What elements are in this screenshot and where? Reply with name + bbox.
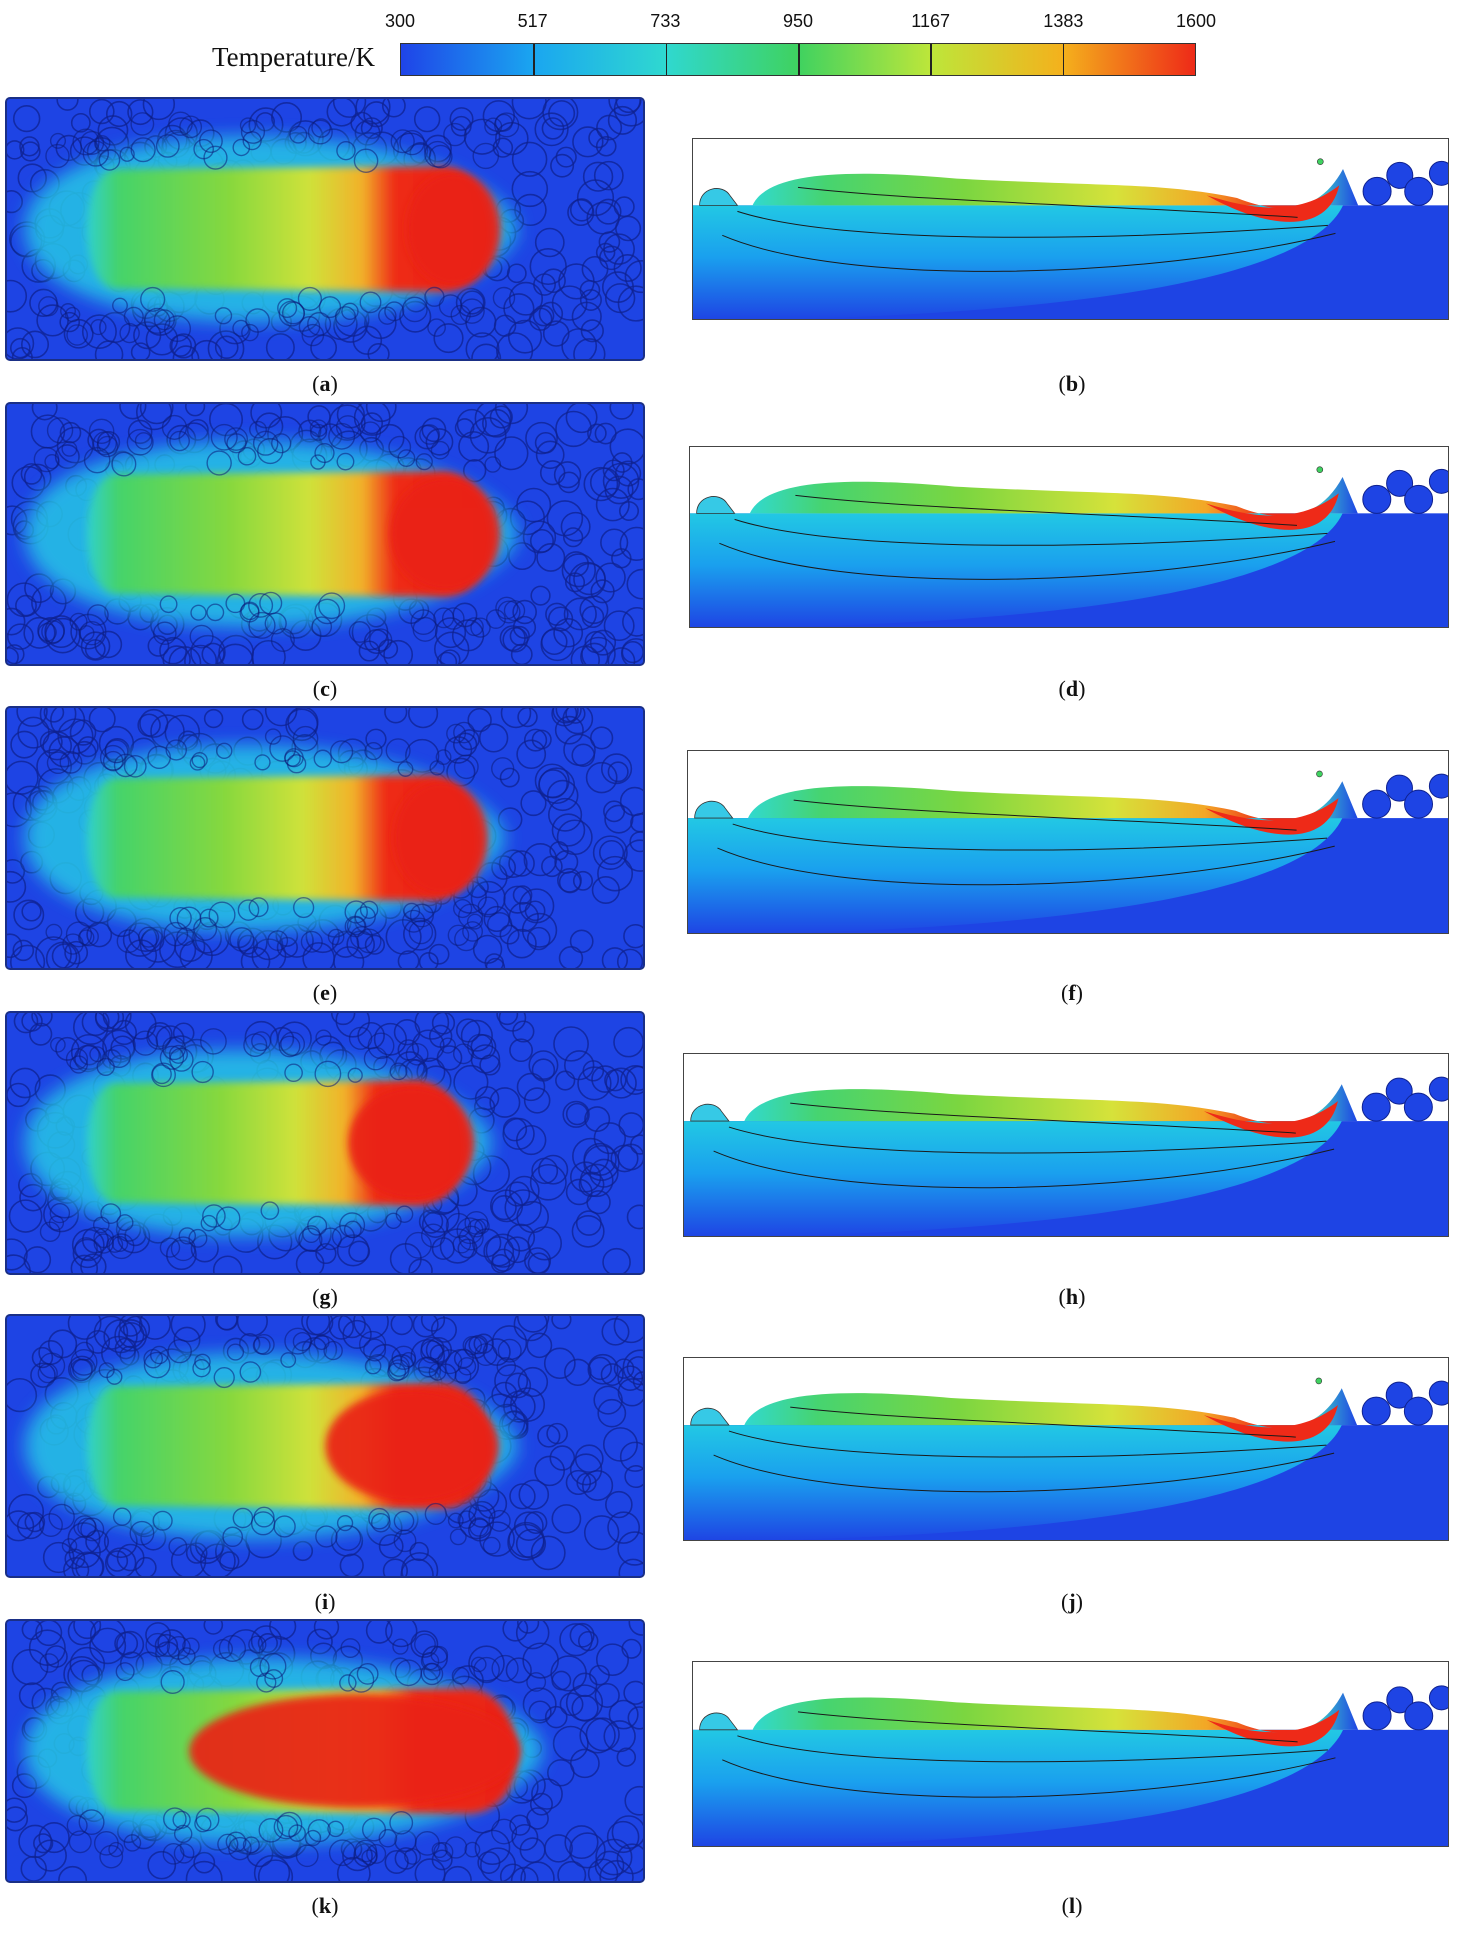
colorbar-tick <box>1062 44 1065 75</box>
colorbar-title: Temperature/K <box>212 42 376 72</box>
top-view-panel-i <box>5 1314 645 1578</box>
panel-caption-c: (c) <box>312 676 338 701</box>
colorbar-tick <box>533 44 535 75</box>
panel-letter: k <box>318 1893 332 1918</box>
panel-letter: d <box>1065 676 1079 701</box>
panel-letter: f <box>1068 980 1076 1005</box>
cross-section-panel-f <box>687 750 1449 934</box>
top-view-panel-g <box>5 1011 645 1275</box>
colorbar-tick-label: 733 <box>650 11 681 31</box>
colorbar-tick-label: 1383 <box>1043 11 1084 31</box>
top-view-panel-c <box>5 402 645 666</box>
top-view-panel-k <box>5 1619 645 1883</box>
panel-caption-e: (e) <box>312 980 338 1005</box>
cross-section-panel-b <box>692 138 1449 320</box>
temperature-colorbar <box>400 43 1196 76</box>
panel-letter: g <box>319 1284 331 1309</box>
panel-caption-i: (i) <box>314 1589 336 1614</box>
panel-caption-a: (a) <box>312 371 338 396</box>
colorbar-tick-label: 950 <box>782 11 814 31</box>
panel-letter: j <box>1068 1589 1076 1614</box>
panel-letter: i <box>321 1589 329 1614</box>
panel-caption-l: (l) <box>1061 1893 1083 1918</box>
colorbar-tick-label: 300 <box>384 11 416 31</box>
top-view-panel-a <box>5 97 645 361</box>
colorbar-tick <box>798 44 800 75</box>
panel-caption-h: (h) <box>1058 1284 1086 1309</box>
cross-section-panel-l <box>692 1661 1449 1847</box>
cross-section-panel-j <box>683 1357 1449 1541</box>
top-view-panel-e <box>5 706 645 970</box>
cross-section-panel-h <box>683 1053 1449 1237</box>
panel-caption-g: (g) <box>312 1284 338 1309</box>
colorbar-tick <box>665 44 668 75</box>
panel-letter: a <box>319 371 331 396</box>
colorbar-tick-label: 517 <box>517 11 548 31</box>
cross-section-panel-d <box>689 446 1449 628</box>
panel-caption-k: (k) <box>311 1893 339 1918</box>
panel-letter: b <box>1065 371 1079 396</box>
panel-letter: l <box>1068 1893 1076 1918</box>
panel-caption-b: (b) <box>1058 371 1086 396</box>
colorbar-tick-label: 1600 <box>1175 11 1217 31</box>
colorbar-tick <box>930 44 932 75</box>
panel-caption-f: (f) <box>1061 980 1083 1005</box>
panel-letter: h <box>1065 1284 1079 1309</box>
panel-caption-j: (j) <box>1061 1589 1083 1614</box>
colorbar-tick-label: 1167 <box>911 11 951 31</box>
panel-letter: c <box>320 676 330 701</box>
panel-caption-d: (d) <box>1058 676 1086 701</box>
panel-letter: e <box>320 980 330 1005</box>
